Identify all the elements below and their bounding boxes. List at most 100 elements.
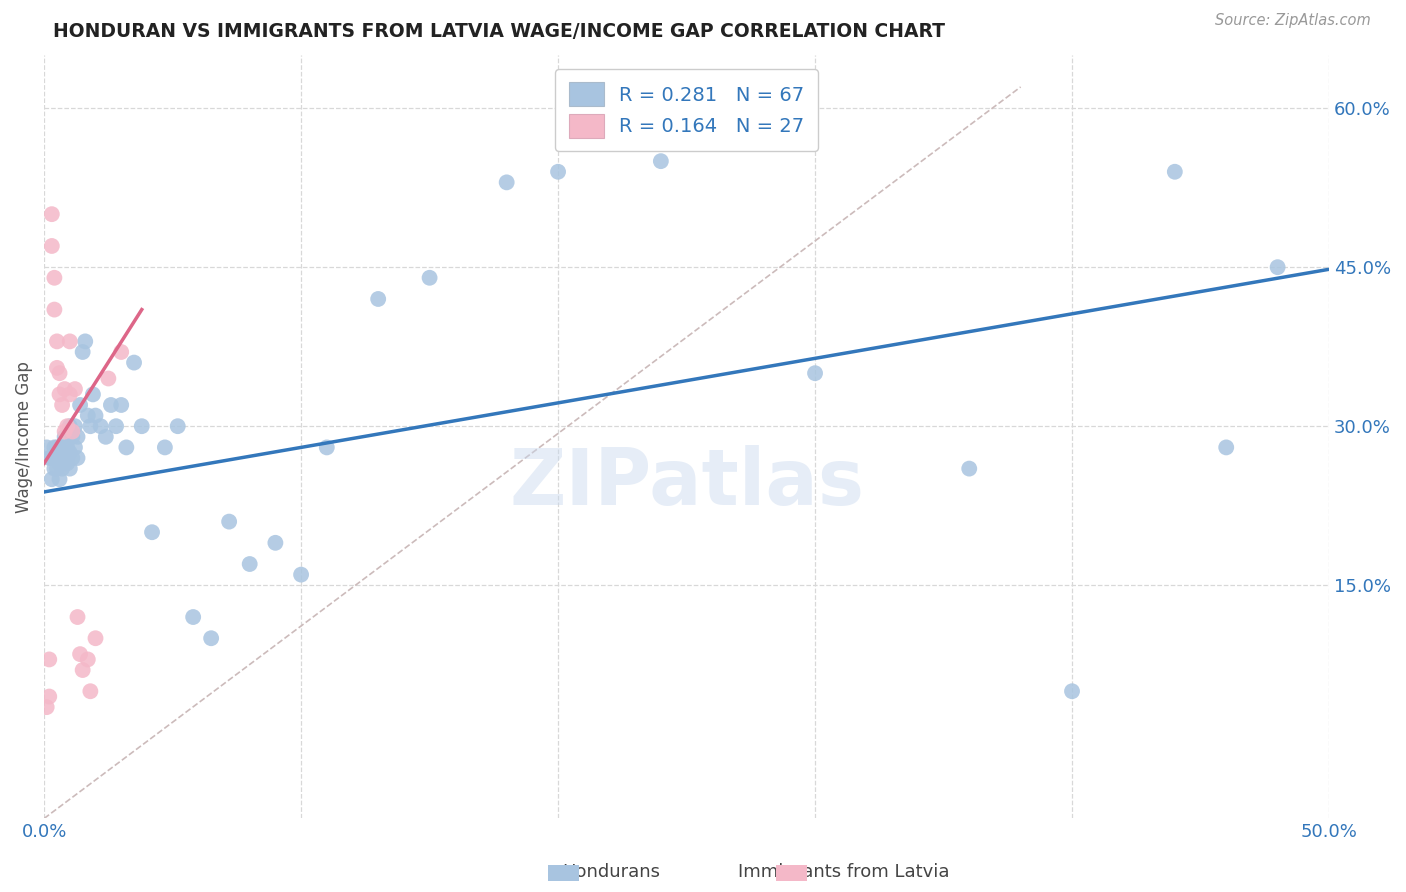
Point	[315, 441, 337, 455]
Point	[53, 425, 76, 439]
Point	[72, 663, 94, 677]
Point	[110, 345, 132, 359]
Point	[56, 441, 79, 455]
Point	[51, 461, 73, 475]
Point	[46, 441, 69, 455]
Point	[63, 382, 86, 396]
Point	[41, 207, 63, 221]
Point	[44, 270, 66, 285]
Point	[200, 632, 222, 646]
Point	[38, 690, 60, 704]
Text: Immigrants from Latvia: Immigrants from Latvia	[738, 863, 949, 881]
Point	[38, 652, 60, 666]
Point	[1060, 684, 1083, 698]
Point	[46, 334, 69, 349]
Point	[59, 387, 82, 401]
Point	[46, 461, 69, 475]
Point	[547, 165, 569, 179]
Point	[53, 456, 76, 470]
Point	[90, 419, 112, 434]
Point	[1164, 165, 1187, 179]
Point	[48, 456, 70, 470]
Point	[79, 419, 101, 434]
Point	[66, 610, 89, 624]
Point	[60, 425, 83, 439]
Point	[239, 557, 262, 571]
Point	[419, 270, 441, 285]
Text: Source: ZipAtlas.com: Source: ZipAtlas.com	[1215, 13, 1371, 29]
Point	[44, 302, 66, 317]
Point	[1215, 441, 1237, 455]
Point	[51, 441, 73, 455]
Point	[66, 450, 89, 465]
Point	[76, 409, 98, 423]
Point	[53, 382, 76, 396]
Point	[115, 441, 138, 455]
Point	[82, 387, 104, 401]
Point	[141, 525, 163, 540]
Point	[100, 398, 122, 412]
Text: ZIPatlas: ZIPatlas	[509, 444, 865, 521]
Point	[46, 360, 69, 375]
Point	[56, 419, 79, 434]
Point	[97, 371, 120, 385]
Point	[264, 536, 287, 550]
Point	[166, 419, 188, 434]
Point	[75, 334, 97, 349]
Point	[957, 461, 980, 475]
Point	[367, 292, 389, 306]
Point	[56, 456, 79, 470]
Point	[69, 647, 91, 661]
Point	[69, 398, 91, 412]
Point	[79, 684, 101, 698]
Point	[60, 430, 83, 444]
Point	[56, 450, 79, 465]
Point	[38, 450, 60, 465]
Point	[63, 441, 86, 455]
Point	[53, 450, 76, 465]
Point	[110, 398, 132, 412]
Point	[84, 409, 107, 423]
Point	[495, 175, 517, 189]
Point	[181, 610, 204, 624]
Point	[59, 419, 82, 434]
Point	[63, 419, 86, 434]
Point	[48, 450, 70, 465]
Point	[650, 154, 672, 169]
Text: HONDURAN VS IMMIGRANTS FROM LATVIA WAGE/INCOME GAP CORRELATION CHART: HONDURAN VS IMMIGRANTS FROM LATVIA WAGE/…	[53, 22, 945, 41]
Point	[41, 450, 63, 465]
Y-axis label: Wage/Income Gap: Wage/Income Gap	[15, 361, 32, 513]
Point	[53, 430, 76, 444]
Point	[59, 461, 82, 475]
Point	[44, 441, 66, 455]
Point	[48, 472, 70, 486]
Point	[51, 456, 73, 470]
Point	[131, 419, 153, 434]
Point	[94, 430, 117, 444]
Point	[66, 430, 89, 444]
Point	[60, 450, 83, 465]
Point	[105, 419, 128, 434]
Point	[41, 472, 63, 486]
Point	[48, 366, 70, 380]
Point	[35, 441, 58, 455]
Point	[51, 450, 73, 465]
Point	[84, 632, 107, 646]
Point	[1267, 260, 1289, 275]
Point	[46, 450, 69, 465]
Point	[218, 515, 240, 529]
Point	[59, 446, 82, 460]
Point	[76, 652, 98, 666]
Point	[51, 398, 73, 412]
Point	[48, 387, 70, 401]
Point	[44, 461, 66, 475]
Text: Hondurans: Hondurans	[562, 863, 661, 881]
Point	[290, 567, 312, 582]
Point	[804, 366, 827, 380]
Legend: R = 0.281   N = 67, R = 0.164   N = 27: R = 0.281 N = 67, R = 0.164 N = 27	[555, 69, 818, 151]
Point	[41, 239, 63, 253]
Point	[122, 355, 145, 369]
Point	[35, 700, 58, 714]
Point	[153, 441, 176, 455]
Point	[72, 345, 94, 359]
